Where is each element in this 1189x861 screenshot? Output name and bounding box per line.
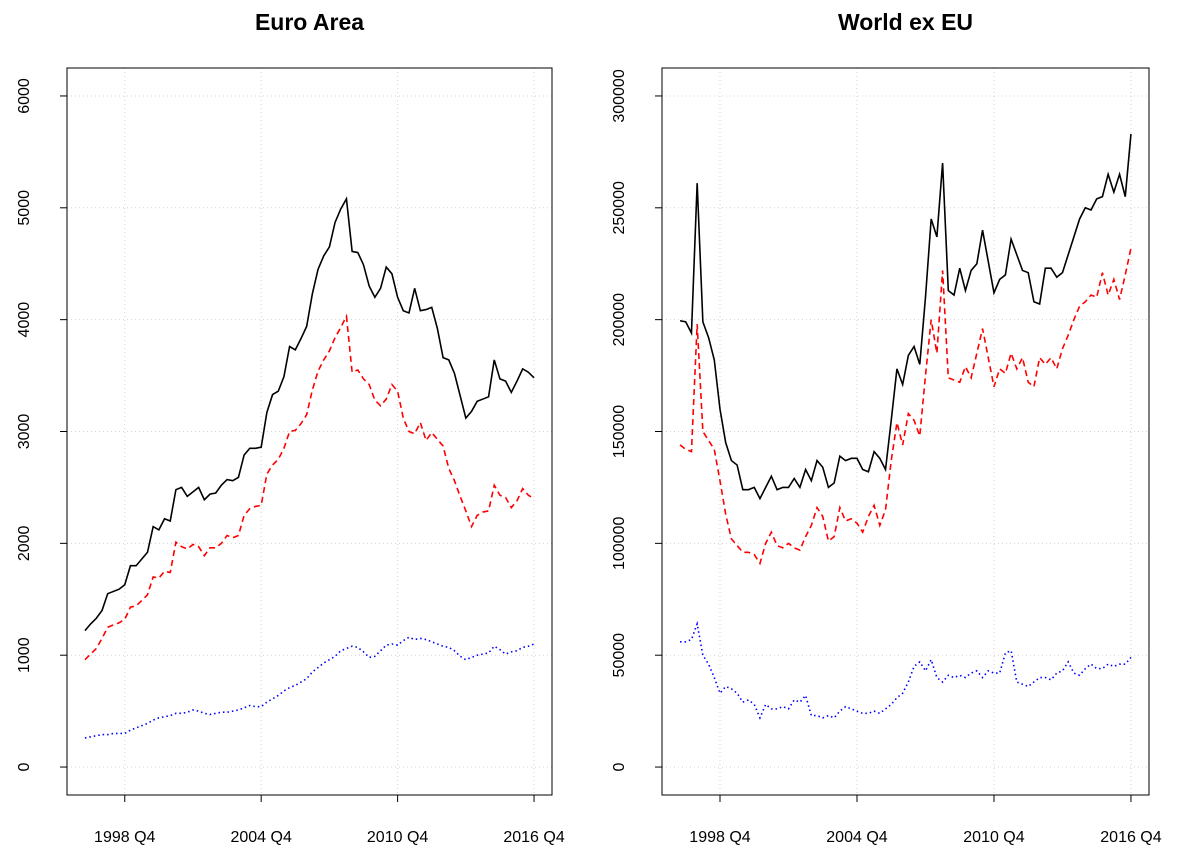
series-line xyxy=(84,196,535,632)
series-line xyxy=(680,620,1132,720)
plot-frame xyxy=(661,67,1150,796)
y-tick-label: 5000 xyxy=(16,190,33,226)
y-tick-label: 6000 xyxy=(16,78,33,114)
x-tick-label: 2004 Q4 xyxy=(230,829,291,846)
y-tick-label: 50000 xyxy=(611,633,628,678)
y-tick-label: 0 xyxy=(16,762,33,771)
x-tick-label: 2016 Q4 xyxy=(1100,829,1161,846)
y-tick-label: 2000 xyxy=(16,525,33,561)
series-line xyxy=(679,133,1132,501)
y-tick-label: 3000 xyxy=(16,414,33,450)
series-line xyxy=(84,313,535,661)
x-tick-label: 2010 Q4 xyxy=(963,829,1024,846)
y-tick-label: 0 xyxy=(611,762,628,771)
plot-frame xyxy=(66,67,553,796)
series-line xyxy=(679,247,1132,566)
y-tick-label: 100000 xyxy=(611,517,628,570)
x-tick-label: 2004 Q4 xyxy=(826,829,887,846)
x-tick-label: 1998 Q4 xyxy=(94,829,155,846)
y-tick-label: 300000 xyxy=(611,69,628,122)
chart-title: Euro Area xyxy=(255,9,364,35)
x-tick-label: 1998 Q4 xyxy=(689,829,750,846)
y-tick-label: 4000 xyxy=(16,302,33,338)
y-tick-label: 1000 xyxy=(16,637,33,673)
y-tick-label: 250000 xyxy=(611,181,628,234)
y-tick-label: 200000 xyxy=(611,293,628,346)
y-tick-label: 150000 xyxy=(611,405,628,458)
series-line xyxy=(84,636,535,739)
chart-title: World ex EU xyxy=(838,9,973,35)
x-tick-label: 2010 Q4 xyxy=(367,829,428,846)
x-tick-label: 2016 Q4 xyxy=(503,829,564,846)
